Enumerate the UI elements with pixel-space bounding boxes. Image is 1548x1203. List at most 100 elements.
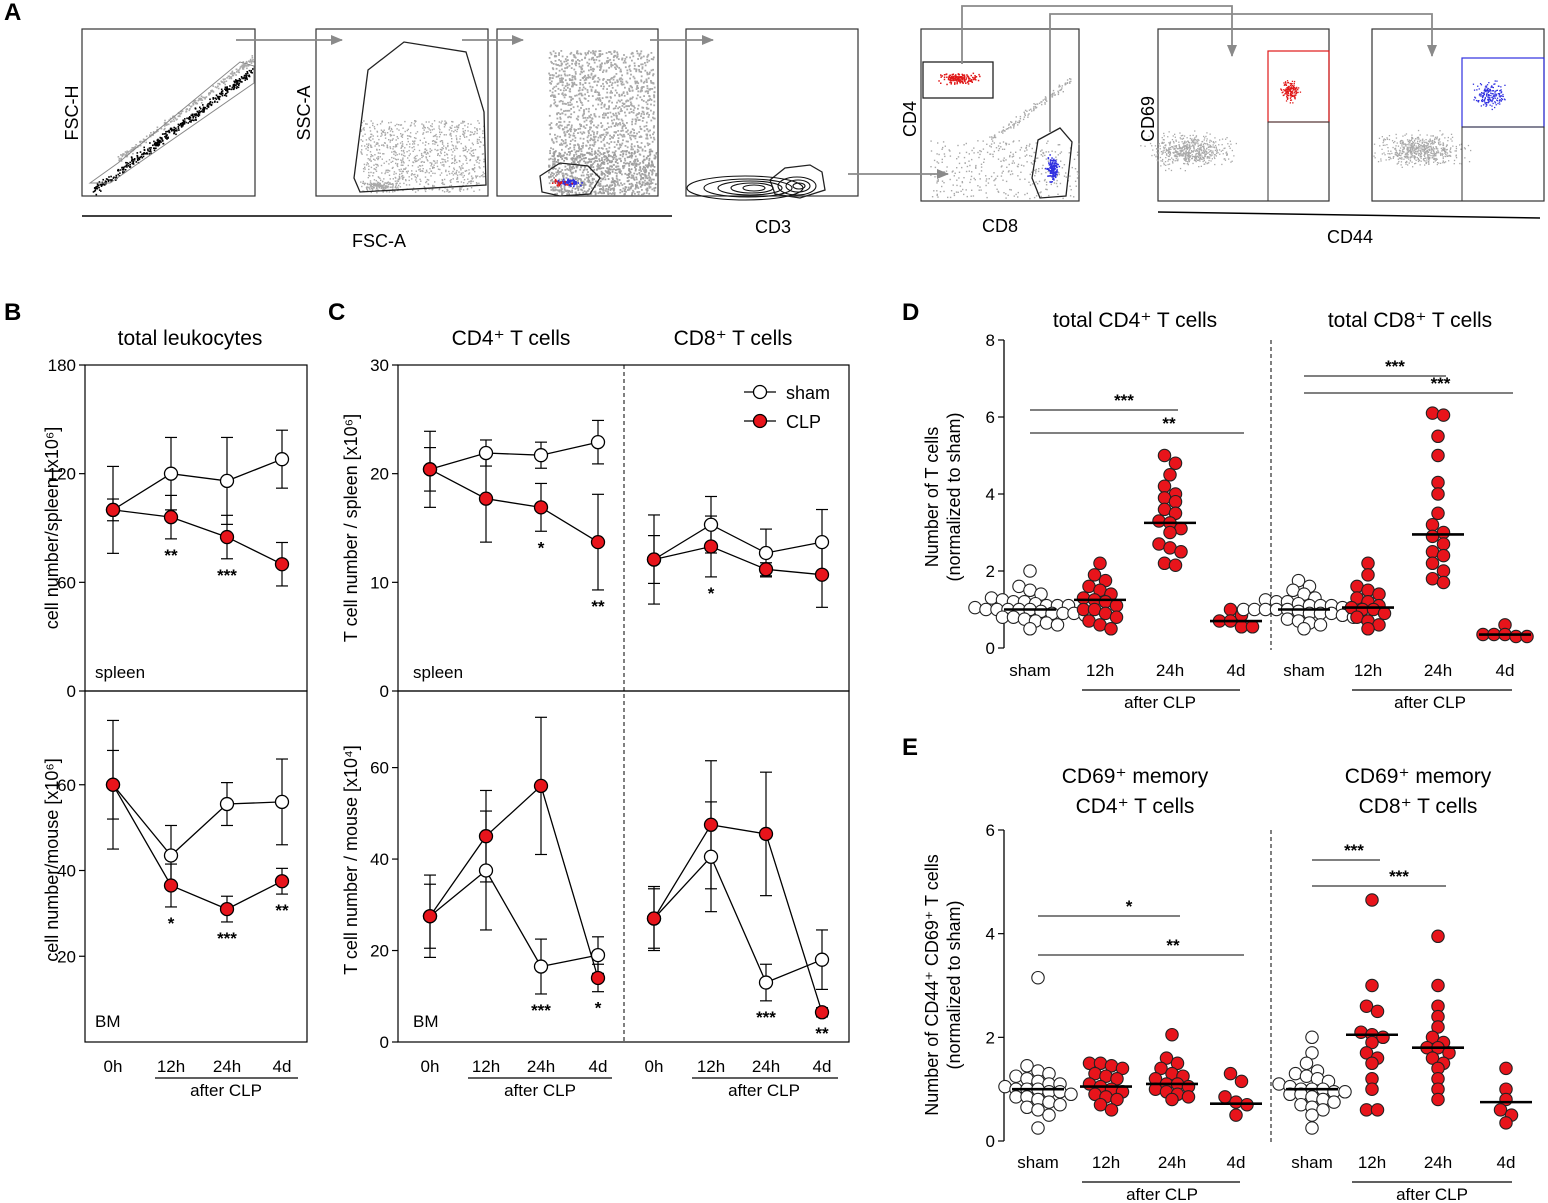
event-dot [611,168,614,171]
event-dot [600,122,602,124]
event-dot [626,173,628,176]
event-dot [239,80,241,83]
event-dot [575,165,578,168]
event-dot [230,77,233,80]
event-dot [944,145,946,147]
event-dot [580,188,582,191]
event-dot [604,62,606,65]
event-dot [191,119,194,121]
event-dot [203,108,206,111]
event-dot [936,175,939,177]
event-dot [1002,179,1004,181]
event-dot [573,154,575,156]
event-dot [551,91,554,94]
event-dot [574,151,577,154]
event-dot [601,172,604,174]
event-dot [639,52,642,55]
event-dot [451,120,453,123]
event-dot [596,153,599,156]
event-dot [634,122,637,125]
event-dot [376,123,379,126]
event-dot [478,139,480,141]
event-dot [980,189,982,191]
event-dot [610,84,613,86]
event-dot [126,155,128,158]
event-dot [554,60,557,62]
event-dot [584,74,586,77]
event-dot [615,177,618,180]
event-dot [1051,168,1053,170]
event-dot [458,124,460,126]
event-dot [550,53,553,56]
event-dot [970,195,972,197]
event-dot [575,62,578,65]
event-dot [601,147,604,150]
event-dot [573,128,576,131]
event-dot [620,77,622,80]
event-dot [600,163,602,166]
event-dot [582,113,585,116]
event-dot [554,182,557,184]
event-dot [434,181,436,183]
plot-lymph-gate [496,28,659,197]
event-dot [579,168,582,171]
event-dot [415,170,417,172]
event-dot [579,178,582,180]
event-dot [636,113,639,116]
event-dot [614,89,617,92]
event-dot [423,137,426,139]
event-dot [586,117,589,119]
event-dot [105,178,108,180]
event-dot [397,137,399,140]
event-dot [452,147,455,150]
event-dot [1162,142,1164,144]
event-dot [614,180,617,183]
event-dot [620,130,623,132]
event-dot [552,94,555,97]
event-dot [568,179,570,182]
event-dot [479,128,481,130]
event-dot [395,159,398,161]
event-dot [969,80,971,82]
event-dot [401,154,403,156]
event-dot [606,190,609,193]
event-dot [413,143,416,145]
event-dot [120,160,123,162]
event-dot [558,127,561,130]
event-dot [437,154,439,156]
event-dot [385,185,387,187]
event-dot [145,141,147,144]
event-dot [991,138,993,140]
event-dot [1035,172,1037,174]
event-dot [412,161,415,164]
event-dot [1188,150,1190,152]
event-dot [634,155,637,158]
event-dot [1188,144,1190,146]
event-dot [206,107,208,110]
event-dot [400,164,402,166]
event-dot [165,130,167,133]
event-dot [619,80,622,83]
event-dot [1200,148,1202,150]
event-dot [450,148,453,151]
event-dot [638,54,641,57]
event-dot [619,110,622,113]
event-dot [625,131,628,133]
event-dot [395,144,398,146]
event-dot [119,172,121,174]
event-dot [209,102,211,104]
event-dot [654,155,657,158]
event-dot [581,189,584,192]
event-dot [597,80,600,83]
event-dot [191,114,194,117]
event-dot [1184,140,1186,142]
event-dot [455,137,458,139]
event-dot [1183,151,1185,154]
event-dot [1060,89,1062,91]
event-dot [628,68,631,71]
event-dot [931,196,934,198]
event-dot [554,157,556,160]
event-dot [122,172,124,174]
event-dot [607,108,610,110]
event-dot [384,133,387,135]
